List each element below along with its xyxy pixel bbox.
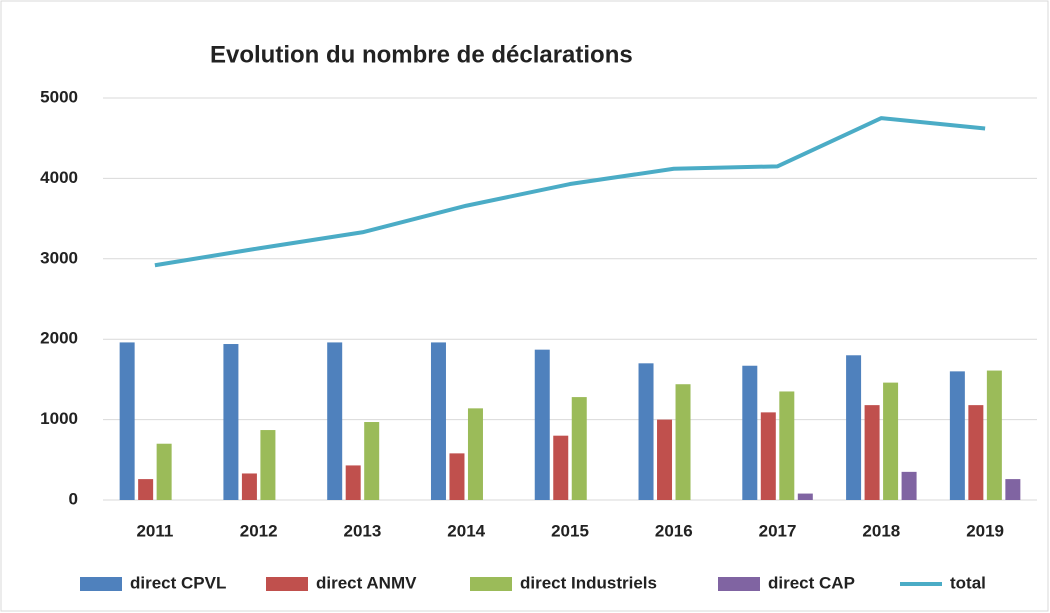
y-tick-label: 0 [69,489,78,508]
bar [760,412,776,500]
line [154,116,986,268]
bar [553,435,569,500]
legend-label: direct CPVL [130,573,226,592]
bar [449,453,465,500]
legend-label: direct Industriels [520,573,657,592]
chart-title: Evolution du nombre de déclarations [210,41,633,68]
bar [779,391,795,500]
legend-label: direct CAP [768,573,855,592]
legend-swatch [266,577,308,591]
bar [797,493,813,500]
x-tick-label: 2019 [966,521,1004,540]
legend-swatch [470,577,512,591]
bar [430,342,446,500]
y-tick-label: 3000 [40,248,78,267]
x-tick-label: 2012 [240,521,278,540]
bar [138,479,154,500]
bar [241,473,257,500]
y-tick-label: 1000 [40,409,78,428]
y-tick-label: 4000 [40,168,78,187]
bar [949,371,965,500]
bar [364,422,380,500]
x-tick-label: 2017 [759,521,797,540]
bar [260,430,276,500]
bar [675,384,691,500]
legend-label: total [950,573,986,592]
x-tick-label: 2015 [551,521,589,540]
legend-label: direct ANMV [316,573,417,592]
bar [968,405,984,500]
bar [657,419,673,500]
bar [986,370,1002,500]
bar [846,355,862,500]
x-tick-label: 2018 [862,521,900,540]
bar [345,465,361,500]
bar [864,405,880,500]
x-tick-label: 2016 [655,521,693,540]
bar [883,382,899,500]
y-tick-label: 2000 [40,329,78,348]
bar [467,408,483,500]
bar [223,344,239,500]
bar [119,342,135,500]
bar [638,363,654,500]
x-tick-label: 2014 [447,521,485,540]
bar [534,349,550,500]
x-tick-label: 2013 [344,521,382,540]
legend-swatch [718,577,760,591]
x-tick-label: 2011 [136,521,173,540]
bar [156,443,172,500]
legend-swatch [80,577,122,591]
y-tick-label: 5000 [40,87,78,106]
bar [1005,479,1021,500]
bar [327,342,343,500]
bar [571,397,587,500]
bar [742,365,758,500]
bar [901,471,917,500]
